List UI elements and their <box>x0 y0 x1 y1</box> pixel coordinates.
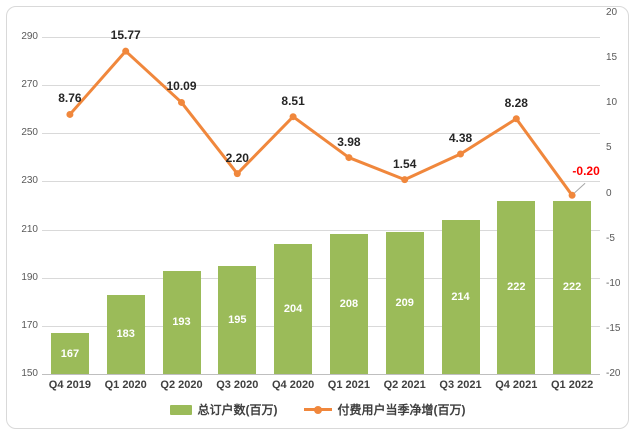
chart-frame <box>6 6 629 429</box>
